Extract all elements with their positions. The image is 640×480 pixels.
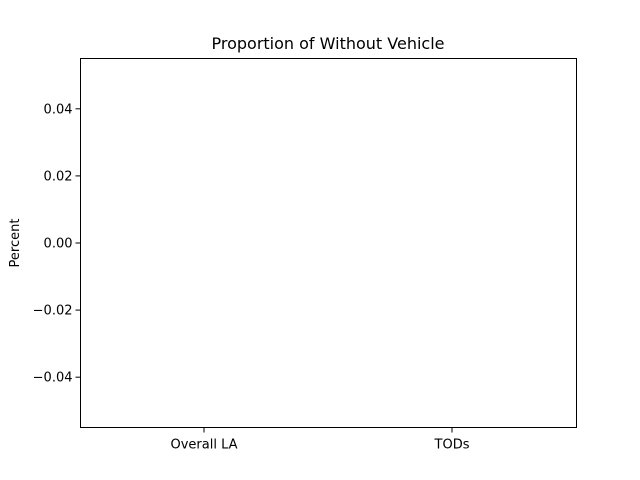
y-tick-label: −0.02 (33, 304, 73, 319)
x-tick-label-overall-la: Overall LA (170, 438, 237, 453)
plot-area-frame (80, 58, 577, 428)
x-axis-ticks: Overall LA TODs (170, 427, 470, 453)
chart-title: Proportion of Without Vehicle (212, 34, 445, 53)
y-axis-ticks: −0.04 −0.02 0.00 0.02 0.04 (33, 102, 81, 386)
y-axis-title: Percent (8, 219, 23, 268)
y-tick-label: 0.04 (44, 102, 73, 117)
x-tick-label-tods: TODs (434, 438, 470, 453)
y-tick-label: −0.04 (33, 371, 73, 386)
y-tick-label: 0.00 (44, 237, 73, 252)
y-tick-label: 0.02 (44, 169, 73, 184)
